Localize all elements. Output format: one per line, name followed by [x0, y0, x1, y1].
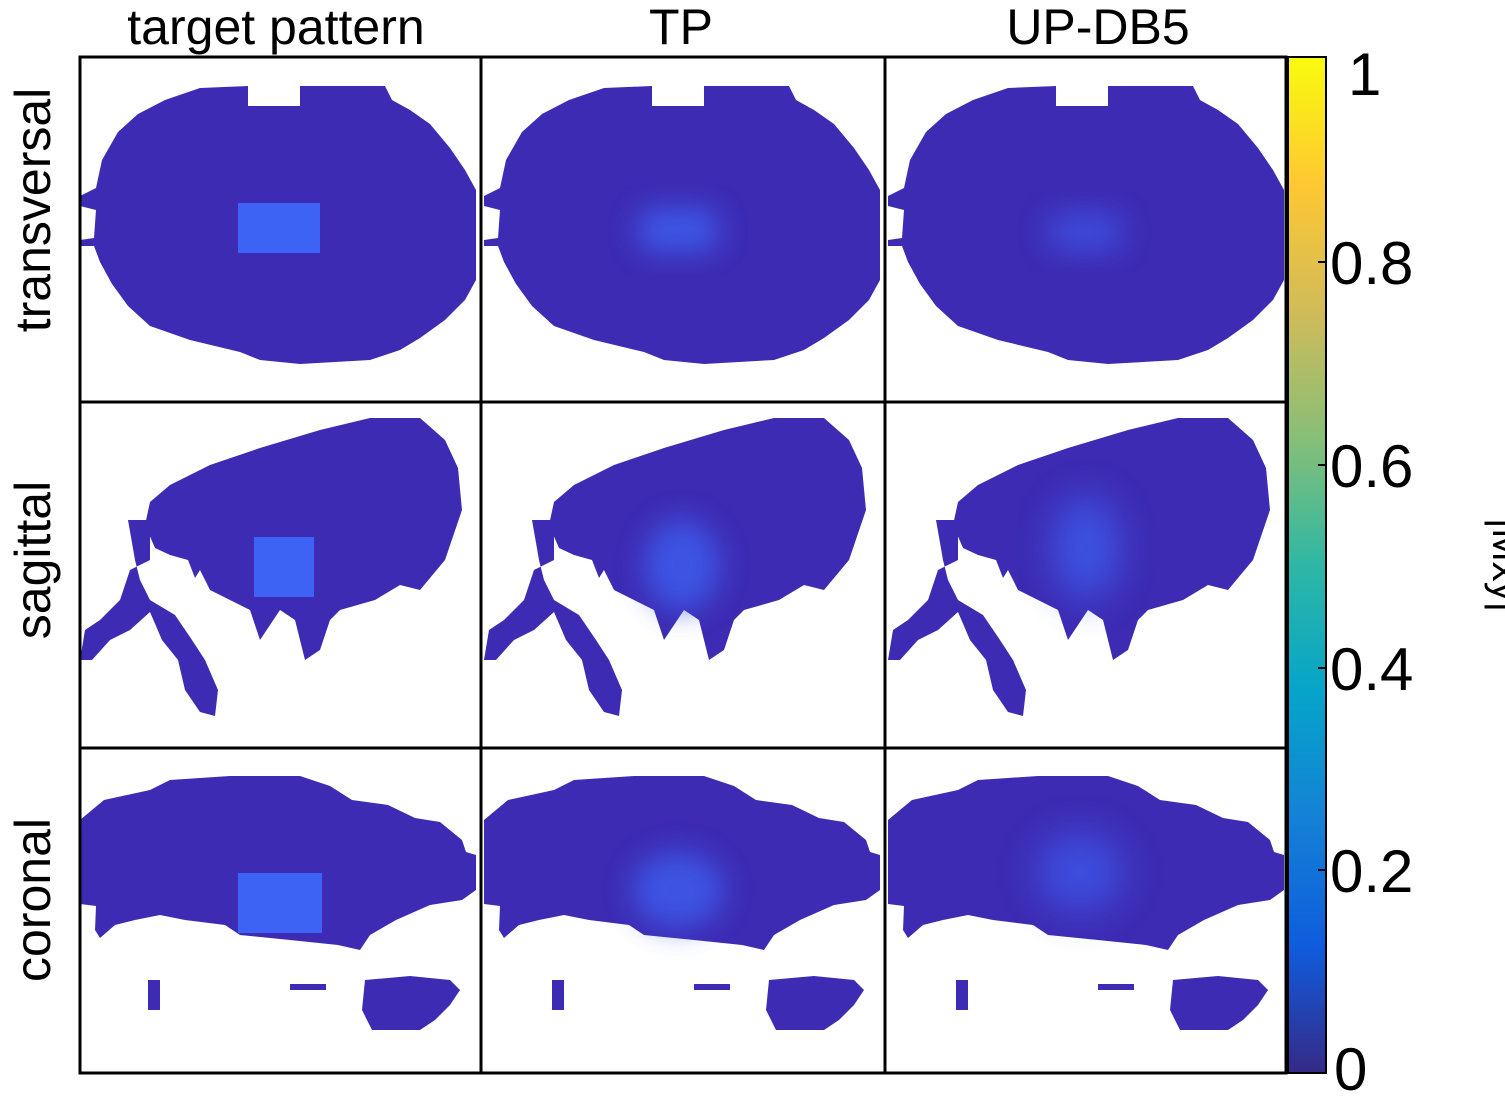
excited-region: [1052, 496, 1120, 600]
panel-coronal-target-pattern: [80, 776, 476, 1030]
excited-region: [1048, 212, 1122, 252]
tissue-fragment: [290, 984, 326, 990]
panel-sagittal-tp: [484, 418, 866, 716]
target-region: [238, 873, 322, 933]
colorbar-tick-1: 1: [1348, 41, 1381, 108]
tissue-fragment: [1098, 984, 1134, 990]
colorbar-tick-0.2: 0.2: [1330, 838, 1413, 905]
target-region: [254, 537, 314, 597]
tissue-fragment: [694, 984, 730, 990]
panel-coronal-up-db5: [888, 776, 1284, 1030]
excited-region: [638, 208, 718, 252]
target-region: [238, 203, 320, 253]
colorbar-tick-0.6: 0.6: [1330, 433, 1413, 500]
tissue-fragment: [148, 980, 160, 1010]
row-title-coronal: coronal: [5, 818, 61, 982]
panel-transversal-tp: [484, 86, 880, 364]
tissue-blob: [362, 976, 460, 1030]
tissue-mask-lower: [80, 520, 218, 716]
colorbar-tick-0.8: 0.8: [1330, 230, 1413, 297]
colorbar-ticks: [1318, 261, 1326, 871]
colorbar: [1287, 56, 1327, 1074]
colorbar-label: |Mxy|: [1484, 518, 1505, 612]
tissue-fragment: [552, 980, 564, 1010]
column-title-up-db5: UP-DB5: [1006, 0, 1189, 55]
panel-transversal-target-pattern: [80, 86, 476, 364]
excited-region: [1036, 832, 1124, 912]
colorbar-tick-0.4: 0.4: [1330, 636, 1413, 703]
tissue-blob: [766, 976, 864, 1030]
row-title-transversal: transversal: [5, 88, 61, 333]
panel-sagittal-up-db5: [888, 418, 1270, 716]
tissue-mask-lower: [484, 520, 622, 716]
excited-region: [632, 852, 724, 928]
panel-grid-frame: [78, 55, 1288, 1075]
tissue-fragment: [956, 980, 968, 1010]
panel-sagittal-target-pattern: [80, 418, 462, 716]
tissue-blob: [1170, 976, 1268, 1030]
column-title-target-pattern: target pattern: [127, 0, 424, 55]
tissue-mask: [80, 776, 476, 950]
panel-transversal-up-db5: [888, 86, 1284, 364]
panel-coronal-tp: [484, 776, 880, 1030]
row-title-sagittal: sagittal: [5, 481, 61, 639]
column-title-tp: TP: [649, 0, 713, 55]
tissue-mask-lower: [888, 520, 1026, 716]
colorbar-tick-0: 0: [1334, 1036, 1367, 1096]
excited-region: [644, 519, 720, 611]
